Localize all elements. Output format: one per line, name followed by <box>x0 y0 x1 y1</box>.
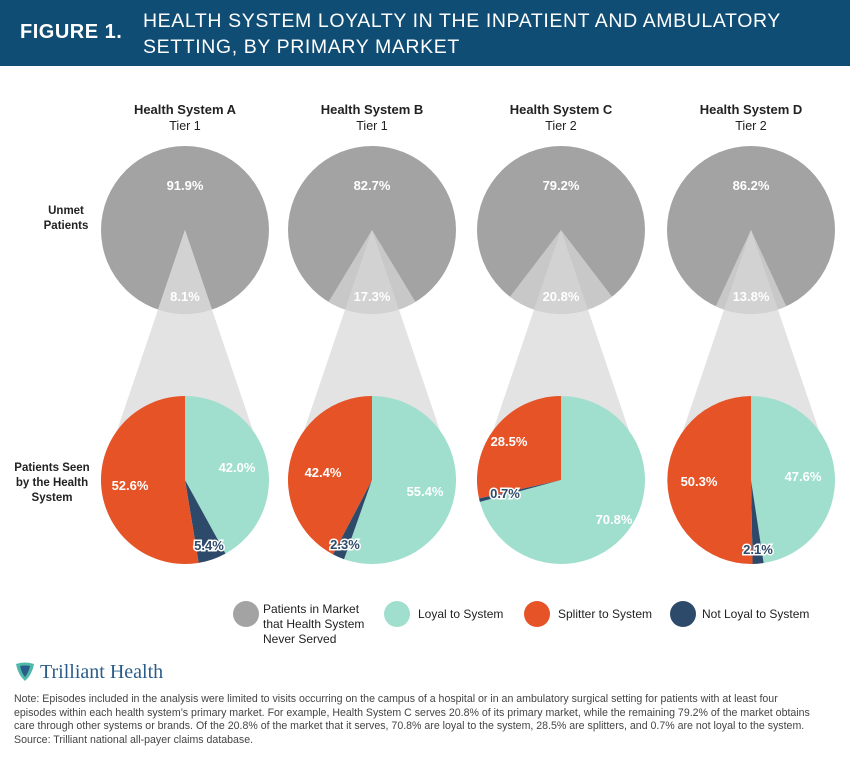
logo-text: Trilliant Health <box>40 660 164 683</box>
splitter-value-label: 52.6% <box>112 478 149 493</box>
loyal-slice <box>185 396 270 554</box>
row-label-seen-line-1: Patients Seen <box>14 462 89 474</box>
splitter-slice <box>476 396 561 499</box>
footnote-line-4: Source: Trilliant national all-payer cla… <box>14 733 254 746</box>
splitter-slice <box>288 396 372 555</box>
not-loyal-value-label: 2.1% <box>743 542 773 557</box>
served-value-label: 20.8% <box>543 289 580 304</box>
system-tier: Tier 2 <box>735 119 767 133</box>
loyal-slice <box>751 396 836 564</box>
system-tier: Tier 1 <box>356 119 388 133</box>
system-tier: Tier 2 <box>545 119 577 133</box>
system-tier: Tier 1 <box>169 119 201 133</box>
unmet-value-label: 86.2% <box>733 178 770 193</box>
legend-not-loyal-swatch <box>670 601 696 627</box>
row-label-unmet-line-2: Patients <box>44 220 89 232</box>
legend-unmet-swatch <box>233 601 259 627</box>
loyal-slice <box>479 396 646 564</box>
row-label-seen-line-2: by the Health <box>16 477 88 489</box>
figure-header: FIGURE 1. HEALTH SYSTEM LOYALTY IN THE I… <box>0 0 850 66</box>
loyal-value-label: 42.0% <box>219 460 256 475</box>
splitter-slice <box>100 396 199 564</box>
system-name: Health System A <box>134 102 237 117</box>
not-loyal-slice <box>185 480 226 563</box>
figure-title-line-1: HEALTH SYSTEM LOYALTY IN THE INPATIENT A… <box>143 10 781 32</box>
unmet-value-label: 79.2% <box>543 178 580 193</box>
not-loyal-value-label: 0.7% <box>490 486 520 501</box>
not-loyal-slice <box>332 480 372 560</box>
system-name: Health System D <box>700 102 803 117</box>
served-value-label: 8.1% <box>170 289 200 304</box>
row-label-seen-line-3: System <box>32 492 73 504</box>
not-loyal-value-label: 2.3% <box>330 537 360 552</box>
system-name: Health System B <box>321 102 424 117</box>
legend-unmet-line-1: Patients in Market <box>263 602 360 616</box>
figure-label: FIGURE 1. <box>20 21 123 43</box>
footnote-line-3: care through other systems or brands. Of… <box>14 720 805 733</box>
legend-splitter-swatch <box>524 601 550 627</box>
not-loyal-slice <box>751 480 764 564</box>
legend-unmet-line-3: Never Served <box>263 632 336 646</box>
system-name: Health System C <box>510 102 613 117</box>
pie-chart-figure: Unmet Patients Patients Seen by the Health S… <box>14 102 836 646</box>
loyal-slice <box>344 396 457 564</box>
served-value-label: 17.3% <box>354 289 391 304</box>
unmet-value-label: 82.7% <box>354 178 391 193</box>
footnote: Note: Episodes included in the analysis … <box>14 693 839 747</box>
figure-title: HEALTH SYSTEM LOYALTY IN THE INPATIENT A… <box>143 8 781 60</box>
row-label-unmet-line-1: Unmet <box>48 205 84 217</box>
splitter-value-label: 28.5% <box>491 434 528 449</box>
served-value-label: 13.8% <box>733 289 770 304</box>
figure-title-line-2: SETTING, BY PRIMARY MARKET <box>143 36 460 58</box>
trilliant-health-logo: Trilliant Health <box>14 660 163 684</box>
legend-loyal-label: Loyal to System <box>418 607 503 621</box>
not-loyal-slice <box>479 480 561 502</box>
legend-loyal-swatch <box>384 601 410 627</box>
splitter-slice <box>667 396 753 564</box>
legend-not-loyal-label: Not Loyal to System <box>702 607 809 621</box>
not-loyal-value-label: 5.4% <box>194 538 224 553</box>
legend-unmet-line-2: that Health System <box>263 617 364 631</box>
splitter-value-label: 42.4% <box>305 465 342 480</box>
legend-splitter-label: Splitter to System <box>558 607 652 621</box>
splitter-value-label: 50.3% <box>681 474 718 489</box>
loyal-value-label: 47.6% <box>785 469 822 484</box>
unmet-value-label: 91.9% <box>167 178 204 193</box>
trilliant-logo-icon <box>16 662 34 681</box>
footnote-line-2: episodes within each health system’s pri… <box>14 706 810 719</box>
loyal-value-label: 70.8% <box>596 512 633 527</box>
loyal-value-label: 55.4% <box>407 484 444 499</box>
footnote-line-1: Note: Episodes included in the analysis … <box>14 693 778 705</box>
